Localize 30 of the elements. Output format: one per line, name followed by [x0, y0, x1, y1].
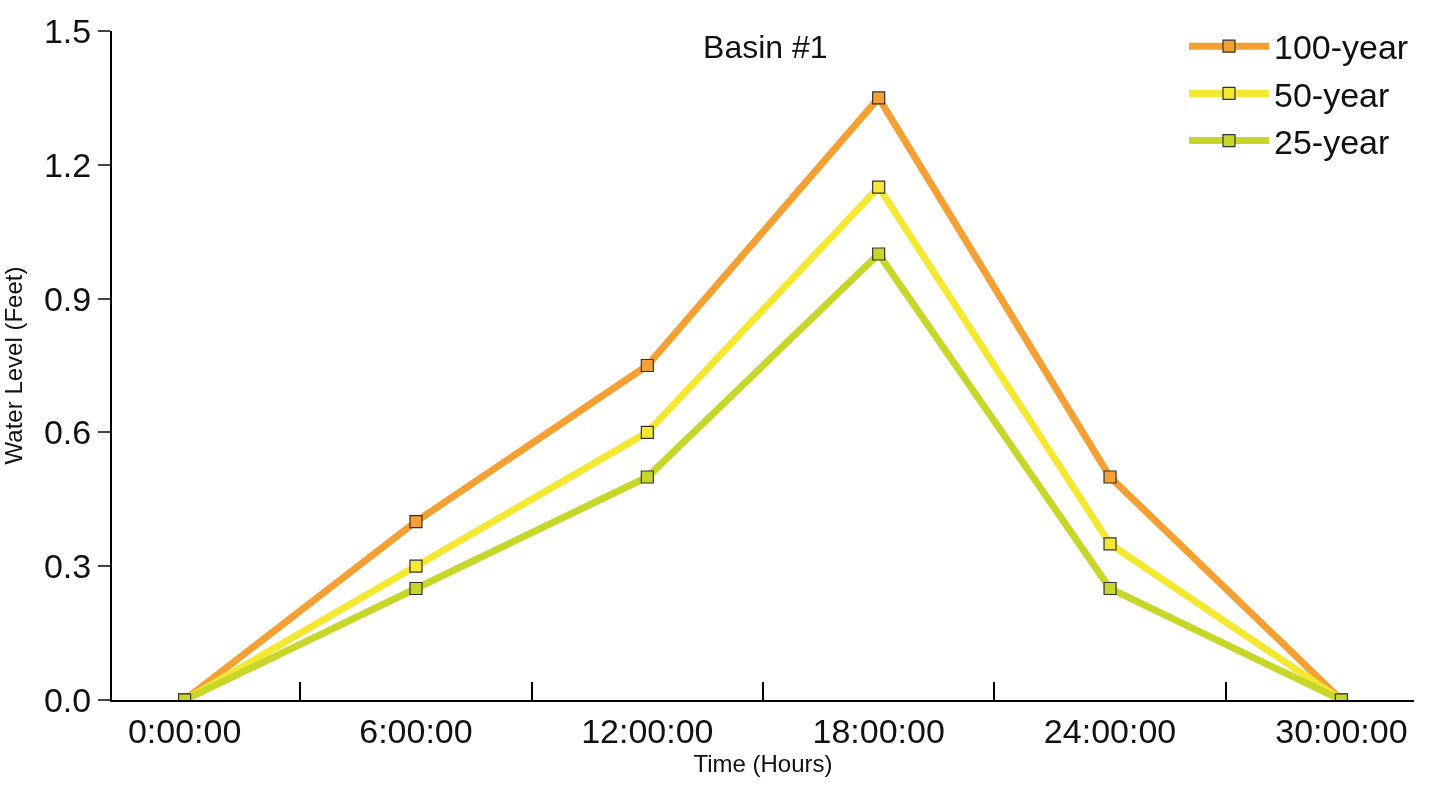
legend-label: 25-year — [1274, 122, 1390, 161]
legend-label: 100-year — [1274, 28, 1409, 67]
point — [640, 470, 654, 484]
y-tick-label: 0.0 — [43, 680, 92, 719]
point — [640, 425, 654, 439]
point — [409, 515, 423, 529]
point — [1103, 537, 1117, 551]
y-tick-label: 0.9 — [43, 279, 92, 318]
x-tick-label: 24:00:00 — [1043, 711, 1177, 750]
y-tick-label: 0.6 — [43, 413, 92, 452]
y-tick-label: 0.3 — [43, 547, 92, 586]
point — [409, 559, 423, 573]
y-tick-label: 1.5 — [43, 11, 92, 50]
x-tick-label: 0:00:00 — [127, 711, 242, 750]
x-tick-label: 12:00:00 — [581, 711, 714, 750]
point — [872, 247, 886, 261]
legend-label: 50-year — [1274, 75, 1390, 114]
y-tick-label: 1.2 — [43, 145, 92, 184]
x-tick-label: 18:00:00 — [812, 711, 945, 750]
point — [1103, 581, 1117, 596]
point — [872, 91, 886, 105]
point — [409, 581, 423, 596]
y-axis-title: Water Level (Feet) — [0, 266, 27, 465]
chart-title: Basin #1 — [703, 29, 828, 66]
point — [640, 358, 654, 373]
x-tick-label: 30:00:00 — [1275, 711, 1408, 750]
point — [1103, 470, 1117, 484]
point — [872, 180, 886, 194]
x-axis-title: Time (Hours) — [693, 749, 833, 777]
x-tick-label: 6:00:00 — [359, 711, 473, 750]
